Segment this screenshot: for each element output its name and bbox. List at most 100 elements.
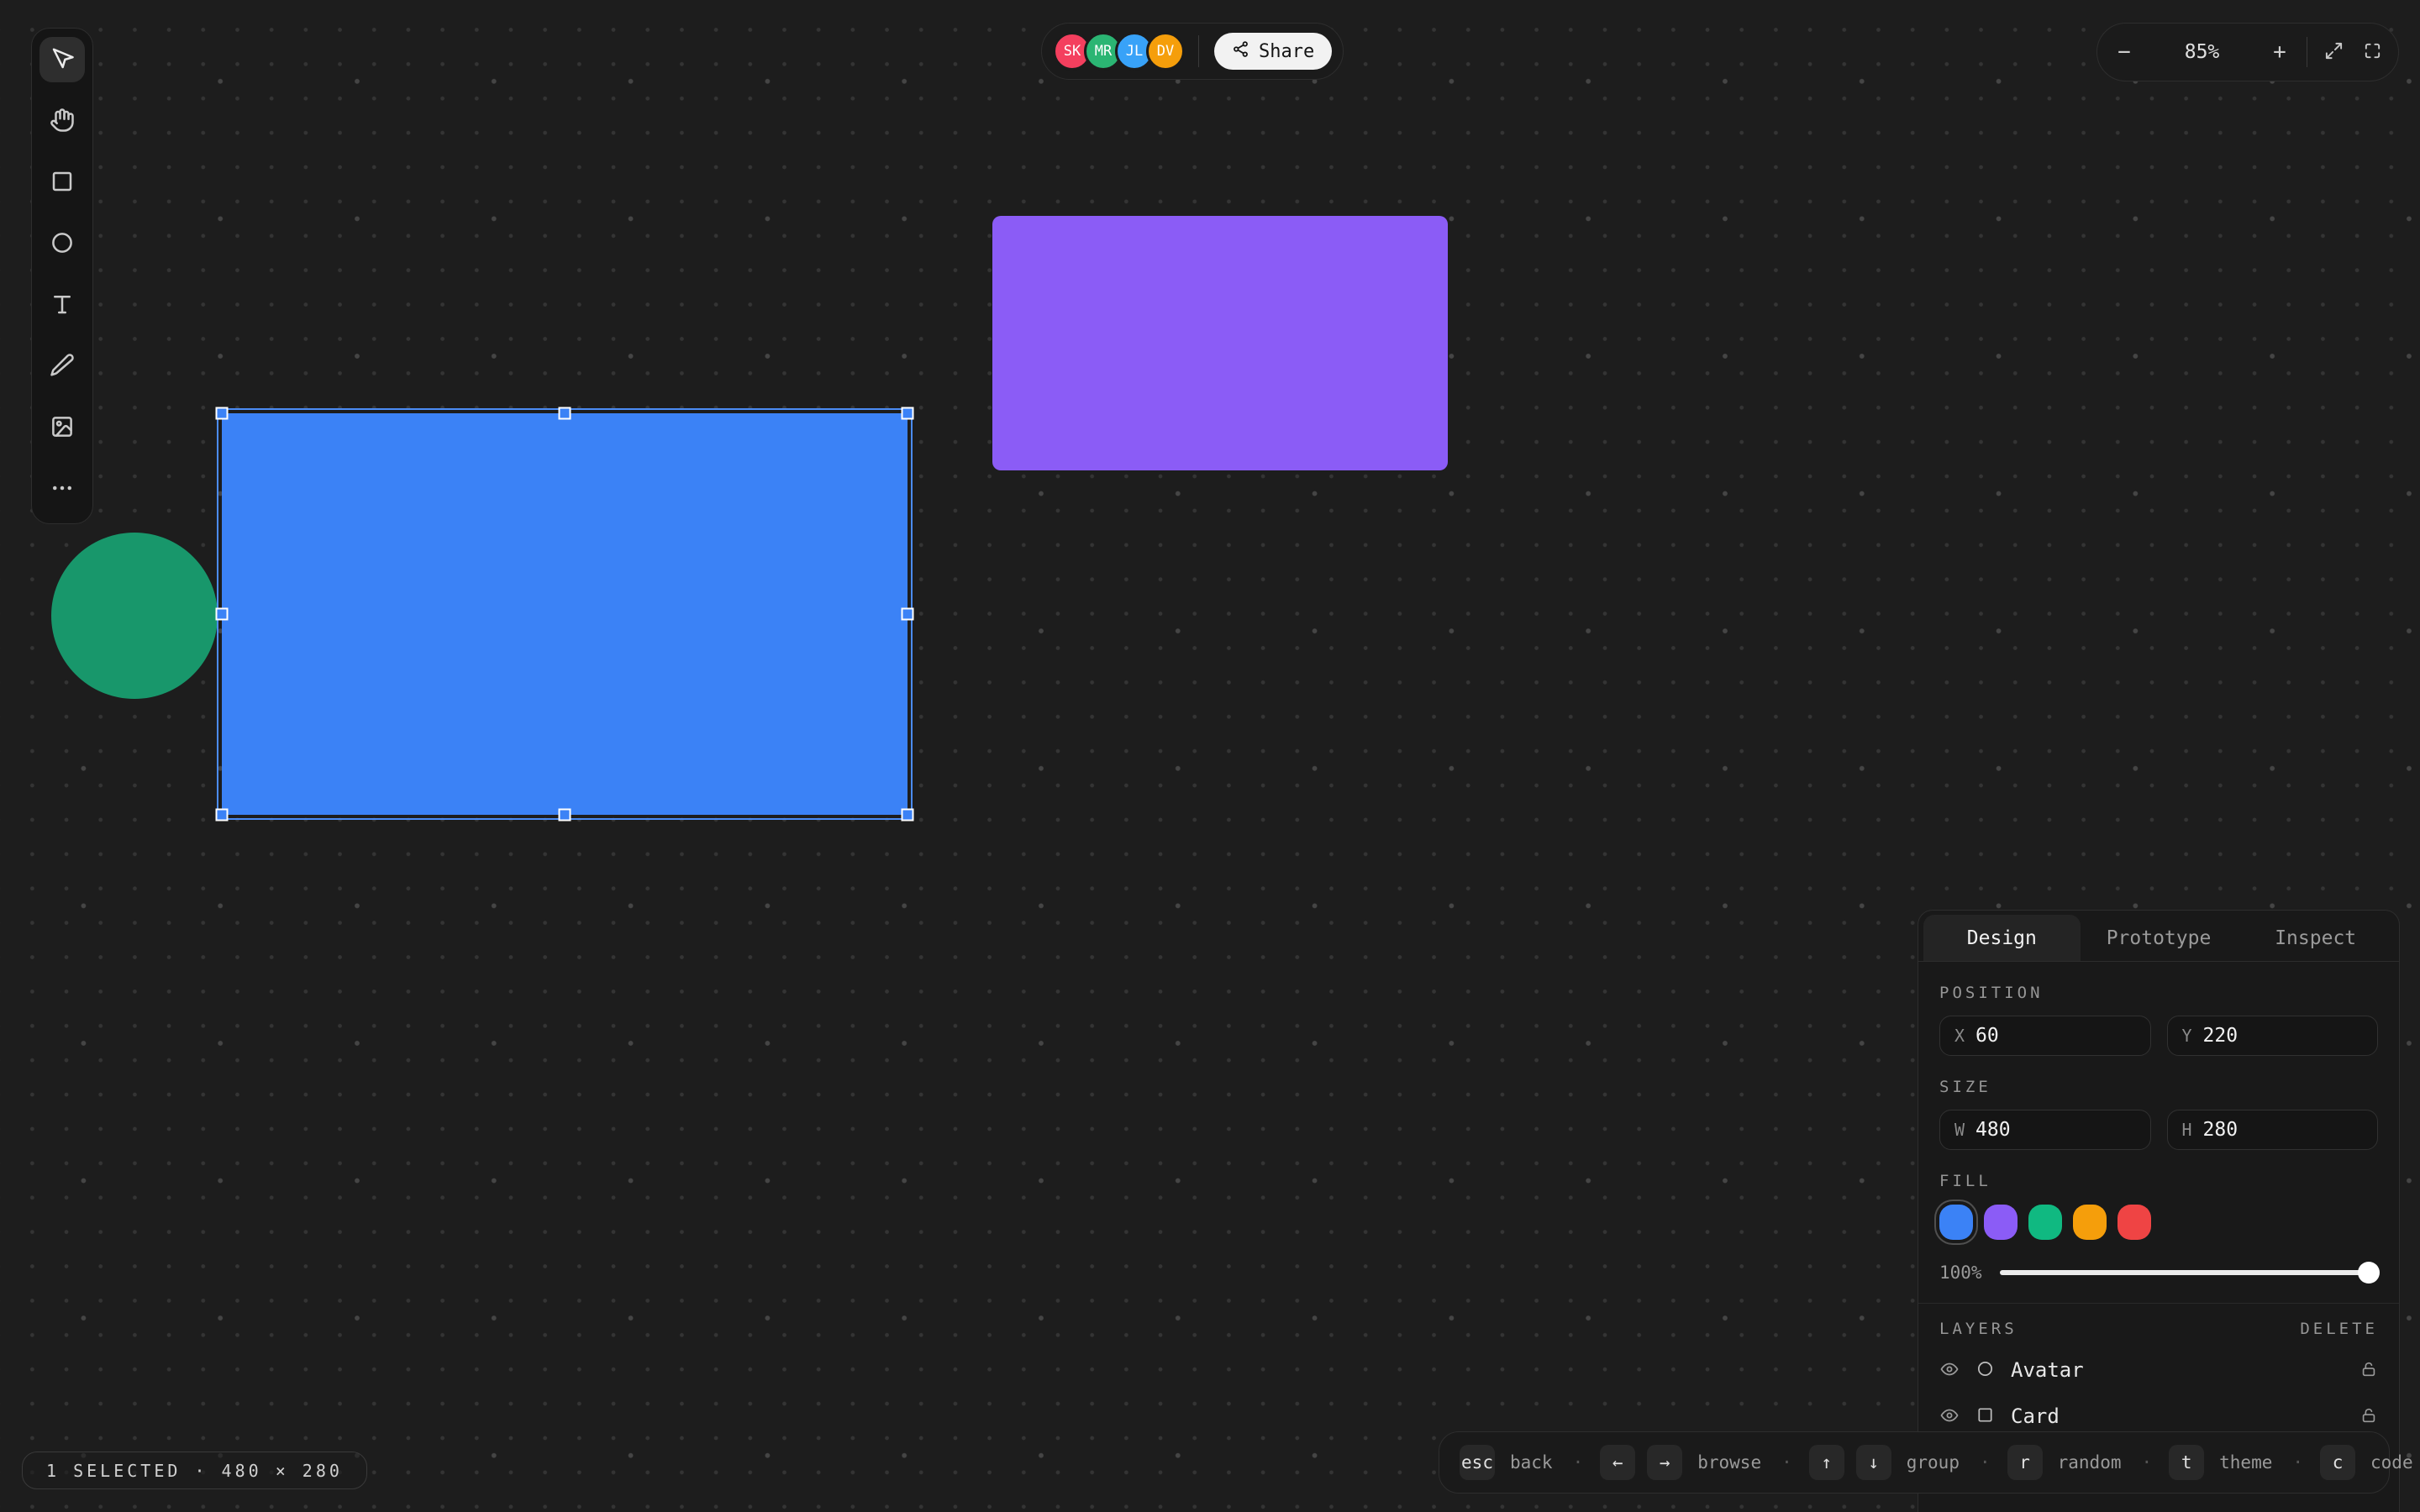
- panel-divider: [1918, 1303, 2399, 1304]
- layer-row-card[interactable]: Card: [1939, 1402, 2378, 1431]
- avatar[interactable]: DV: [1146, 32, 1185, 71]
- fill-swatch-green[interactable]: [2028, 1205, 2062, 1240]
- avatar-initials: MR: [1094, 43, 1113, 60]
- pencil-tool-button[interactable]: [39, 344, 85, 389]
- x-field[interactable]: X: [1939, 1016, 2151, 1056]
- ellipsis-icon: [50, 475, 75, 503]
- shortcut-bar: esc back · ← → browse · ↑ ↓ group · r ra…: [1439, 1431, 2413, 1494]
- share-icon: [1232, 40, 1249, 63]
- resize-handle-top-mid[interactable]: [558, 407, 571, 420]
- resize-handle-left-mid[interactable]: [215, 607, 229, 621]
- delete-layer-button[interactable]: DELETE: [2300, 1320, 2378, 1338]
- width-input[interactable]: [1975, 1119, 2136, 1141]
- shortcut-separator: ·: [1572, 1452, 1584, 1473]
- share-button[interactable]: Share: [1214, 33, 1333, 70]
- lock-toggle[interactable]: [2360, 1406, 2378, 1427]
- avatar-initials: SK: [1063, 43, 1081, 60]
- shortcut-label-code: code: [2370, 1452, 2413, 1473]
- y-field-label: Y: [2181, 1026, 2192, 1046]
- canvas-purple-card[interactable]: [992, 216, 1448, 470]
- fill-swatch-purple[interactable]: [1984, 1205, 2018, 1240]
- hand-tool-button[interactable]: [39, 98, 85, 144]
- shortcut-separator: ·: [2292, 1452, 2304, 1473]
- collaboration-header: SK MR JL DV Share: [1041, 23, 1344, 80]
- visibility-toggle[interactable]: [1939, 1359, 1960, 1382]
- avatar[interactable]: SK: [1053, 32, 1092, 71]
- ellipse-tool-button[interactable]: [39, 221, 85, 266]
- fill-section-label: FILL: [1939, 1172, 1991, 1190]
- visibility-toggle[interactable]: [1939, 1405, 1960, 1428]
- tab-prototype[interactable]: Prototype: [2106, 927, 2212, 949]
- text-tool-button[interactable]: [39, 282, 85, 328]
- share-button-label: Share: [1259, 40, 1315, 62]
- pencil-icon: [50, 353, 75, 381]
- resize-handle-top-right[interactable]: [901, 407, 914, 420]
- fill-swatch-row: [1939, 1205, 2378, 1240]
- key-t: t: [2169, 1445, 2205, 1480]
- fill-swatch-red[interactable]: [2118, 1205, 2151, 1240]
- tool-rail: [31, 28, 93, 524]
- header-divider: [1198, 35, 1199, 67]
- layer-name: Card: [2011, 1404, 2060, 1428]
- shortcut-separator: ·: [1979, 1452, 1991, 1473]
- avatar-initials: JL: [1125, 43, 1144, 60]
- height-input[interactable]: [2202, 1119, 2363, 1141]
- tab-design[interactable]: Design: [1923, 915, 2081, 961]
- canvas-blue-card-selected[interactable]: [222, 413, 908, 815]
- expand-arrows-icon: [2324, 41, 2344, 63]
- layer-name: Avatar: [2011, 1358, 2084, 1382]
- zoom-in-button[interactable]: +: [2260, 32, 2300, 72]
- fullscreen-brackets-icon: [2363, 41, 2382, 63]
- fit-view-button[interactable]: [2314, 32, 2353, 72]
- resize-handle-right-mid[interactable]: [901, 607, 914, 621]
- shortcut-label-theme: theme: [2219, 1452, 2273, 1473]
- x-field-label: X: [1954, 1026, 1965, 1046]
- resize-handle-top-left[interactable]: [215, 407, 229, 420]
- y-input[interactable]: [2202, 1025, 2363, 1047]
- key-esc: esc: [1460, 1445, 1495, 1480]
- size-section-label: SIZE: [1939, 1078, 1991, 1096]
- key-arrow-up: ↑: [1808, 1445, 1844, 1480]
- layer-shape-square-icon: [1975, 1405, 1995, 1428]
- avatar[interactable]: MR: [1084, 32, 1123, 71]
- tab-inspect[interactable]: Inspect: [2275, 927, 2357, 949]
- shortcut-separator: ·: [2141, 1452, 2153, 1473]
- selection-status: 1 SELECTED · 480 × 280: [22, 1452, 367, 1489]
- image-tool-button[interactable]: [39, 405, 85, 450]
- y-field[interactable]: Y: [2166, 1016, 2378, 1056]
- shortcut-label-browse: browse: [1697, 1452, 1762, 1473]
- width-field[interactable]: W: [1939, 1110, 2151, 1150]
- lock-open-icon: [2360, 1360, 2378, 1381]
- zoom-out-button[interactable]: −: [2104, 32, 2144, 72]
- x-input[interactable]: [1975, 1025, 2136, 1047]
- opacity-slider[interactable]: [1999, 1262, 2380, 1284]
- canvas-green-circle[interactable]: [51, 533, 218, 699]
- fullscreen-button[interactable]: [2353, 32, 2391, 72]
- key-arrow-right: →: [1647, 1445, 1683, 1480]
- inspector-panel: Design Prototype Inspect POSITION X Y SI…: [1918, 910, 2400, 1512]
- layer-shape-circle-icon: [1975, 1359, 1995, 1382]
- rectangle-tool-button[interactable]: [39, 160, 85, 205]
- shortcut-separator: ·: [1781, 1452, 1792, 1473]
- eye-icon: [1939, 1405, 1960, 1428]
- zoom-level[interactable]: 85%: [2184, 41, 2220, 63]
- resize-handle-bottom-left[interactable]: [215, 808, 229, 822]
- shortcut-label-back: back: [1510, 1452, 1553, 1473]
- more-tools-button[interactable]: [39, 466, 85, 512]
- opacity-slider-thumb[interactable]: [2358, 1262, 2380, 1284]
- fill-swatch-blue[interactable]: [1939, 1205, 1973, 1240]
- position-section-label: POSITION: [1939, 984, 2044, 1002]
- height-field[interactable]: H: [2166, 1110, 2378, 1150]
- key-r: r: [2007, 1445, 2043, 1480]
- resize-handle-bottom-mid[interactable]: [558, 808, 571, 822]
- fill-swatch-orange[interactable]: [2073, 1205, 2107, 1240]
- circle-icon: [50, 230, 75, 258]
- layer-row-avatar[interactable]: Avatar: [1939, 1356, 2378, 1384]
- select-tool-button[interactable]: [39, 37, 85, 82]
- avatar-stack: SK MR JL DV: [1053, 32, 1185, 71]
- lock-toggle[interactable]: [2360, 1360, 2378, 1381]
- cursor-icon: [50, 46, 75, 74]
- rectangle-icon: [50, 169, 75, 197]
- key-arrow-down: ↓: [1855, 1445, 1891, 1480]
- resize-handle-bottom-right[interactable]: [901, 808, 914, 822]
